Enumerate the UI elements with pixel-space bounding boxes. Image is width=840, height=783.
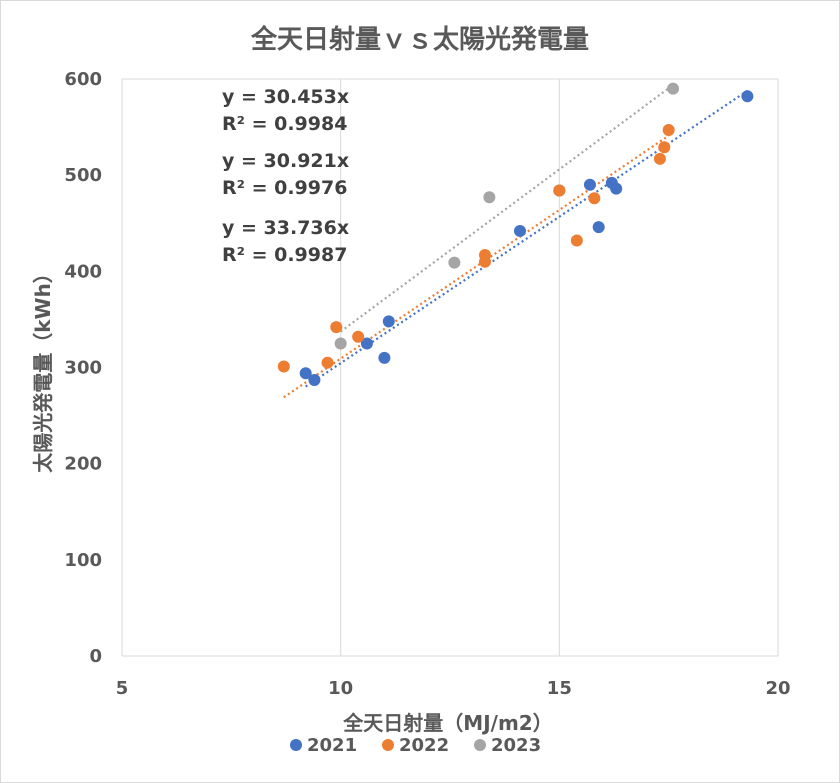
point-2021 [360, 337, 373, 350]
point-2021 [592, 221, 605, 234]
annotation-r2-0: R² = 0.9984 [222, 113, 347, 135]
trendline-2021 [305, 89, 748, 388]
annotation-r2-1: R² = 0.9976 [222, 177, 347, 199]
legend-marker-2021 [290, 739, 302, 751]
legend-label-2023: 2023 [491, 735, 541, 756]
point-2021 [382, 315, 395, 328]
point-2023 [334, 337, 347, 350]
point-2022 [653, 152, 666, 165]
point-2021 [583, 178, 596, 191]
point-2021 [299, 367, 312, 380]
legend-label-2021: 2021 [307, 735, 357, 756]
legend-label-2022: 2022 [399, 735, 449, 756]
point-2021 [513, 224, 526, 237]
x-tick-label: 15 [547, 678, 572, 699]
point-2021 [308, 374, 321, 387]
y-tick-label: 0 [89, 646, 102, 667]
annotation-r2-2: R² = 0.9987 [222, 244, 347, 266]
trendline-layer [283, 84, 748, 399]
annotation-equation-2: y = 33.736x [222, 217, 349, 239]
legend: 2021 2022 2023 [290, 735, 541, 756]
point-2022 [277, 360, 290, 373]
point-2022 [662, 123, 675, 136]
point-2023 [448, 256, 461, 269]
annotation-layer: y = 30.453x R² = 0.9984 y = 30.921x R² =… [222, 86, 349, 266]
point-2022 [553, 184, 566, 197]
y-tick-label: 300 [64, 358, 102, 379]
y-tick-label: 200 [64, 454, 102, 475]
grid-layer [121, 78, 779, 657]
chart-title: 全天日射量ｖｓ太陽光発電量 [250, 24, 589, 55]
x-tick-label: 10 [328, 678, 353, 699]
point-2021 [610, 182, 623, 195]
point-2022 [570, 234, 583, 247]
point-2021 [378, 351, 391, 364]
point-2022 [478, 255, 491, 268]
x-axis-label: 全天日射量（MJ/m2） [342, 711, 552, 735]
y-tick-label: 600 [64, 69, 102, 90]
legend-marker-2022 [382, 739, 394, 751]
point-2023 [483, 191, 496, 204]
point-2022 [588, 192, 601, 205]
y-tick-label: 500 [64, 165, 102, 186]
point-2021 [741, 90, 754, 103]
point-2022 [352, 330, 365, 343]
annotation-equation-0: y = 30.453x [222, 86, 349, 108]
y-tick-label: 400 [64, 261, 102, 282]
point-2023 [667, 82, 680, 95]
trendline-2023 [340, 84, 674, 333]
legend-marker-2023 [474, 739, 486, 751]
point-2022 [321, 356, 334, 369]
y-axis-label: 太陽光発電量（kWh） [31, 263, 55, 473]
point-2022 [330, 321, 343, 334]
x-tick-label: 20 [765, 678, 790, 699]
annotation-equation-1: y = 30.921x [222, 150, 349, 172]
point-layer [277, 82, 754, 387]
x-tick-label: 5 [116, 678, 129, 699]
point-2022 [658, 141, 671, 154]
y-tick-label: 100 [64, 550, 102, 571]
